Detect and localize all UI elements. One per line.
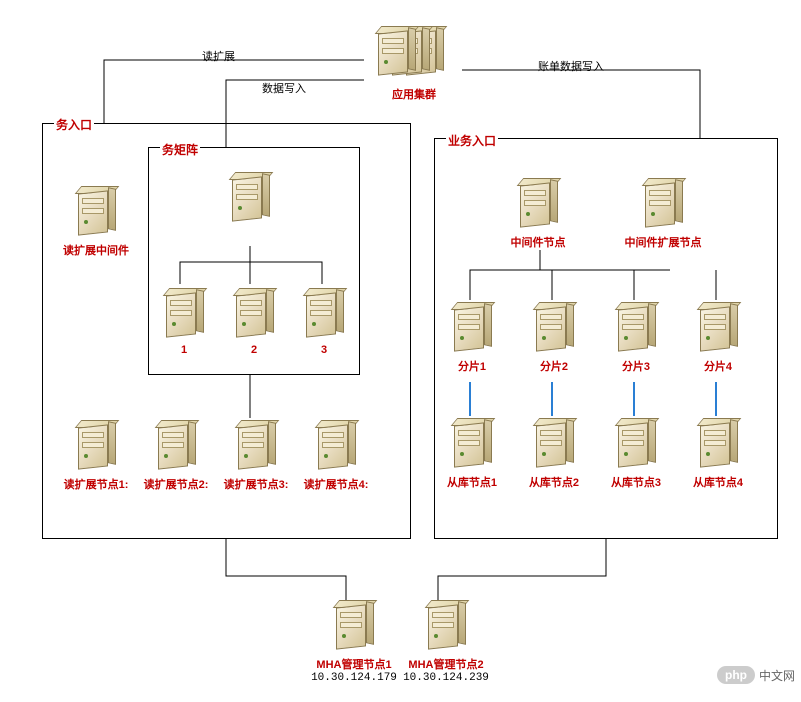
diagram-canvas: { "canvas": { "width": 801, "height": 70… — [0, 0, 801, 702]
matrix-node-3: 3 — [296, 288, 352, 356]
frame-left-label: 务入口 — [54, 116, 94, 133]
slave-4: 从库节点4 — [686, 418, 750, 490]
read-node-4: 读扩展节点4: — [296, 420, 376, 492]
frame-right-label: 业务入口 — [446, 132, 498, 149]
matrix-node-1: 1 — [156, 288, 212, 356]
slave-1: 从库节点1 — [440, 418, 504, 490]
watermark-text: 中文网 — [759, 667, 795, 684]
middleware-ext-node: 中间件扩展节点 — [608, 178, 718, 250]
app-cluster: 应用集群 — [364, 26, 464, 102]
app-cluster-label: 应用集群 — [364, 86, 464, 102]
slave-3: 从库节点3 — [604, 418, 668, 490]
read-node-3: 读扩展节点3: — [216, 420, 296, 492]
edge-label-write: 数据写入 — [262, 80, 306, 96]
frame-matrix-label: 务矩阵 — [160, 141, 200, 158]
read-node-1: 读扩展节点1: — [56, 420, 136, 492]
shard-3: 分片3 — [608, 302, 664, 374]
read-node-2: 读扩展节点2: — [136, 420, 216, 492]
slave-2: 从库节点2 — [522, 418, 586, 490]
mha-node-2: MHA管理节点2 10.30.124.239 — [400, 600, 492, 684]
edge-label-read: 读扩展 — [202, 48, 235, 64]
read-middleware-label: 读扩展中间件 — [56, 242, 136, 258]
watermark: php 中文网 — [717, 666, 795, 684]
mha-node-1: MHA管理节点1 10.30.124.179 — [308, 600, 400, 684]
read-middleware: 读扩展中间件 — [56, 186, 136, 258]
edge-label-bill: 账单数据写入 — [538, 58, 604, 74]
matrix-top — [222, 172, 278, 240]
shard-2: 分片2 — [526, 302, 582, 374]
shard-4: 分片4 — [690, 302, 746, 374]
shard-1: 分片1 — [444, 302, 500, 374]
watermark-pill: php — [717, 666, 755, 684]
middleware-node: 中间件节点 — [498, 178, 578, 250]
matrix-node-2: 2 — [226, 288, 282, 356]
